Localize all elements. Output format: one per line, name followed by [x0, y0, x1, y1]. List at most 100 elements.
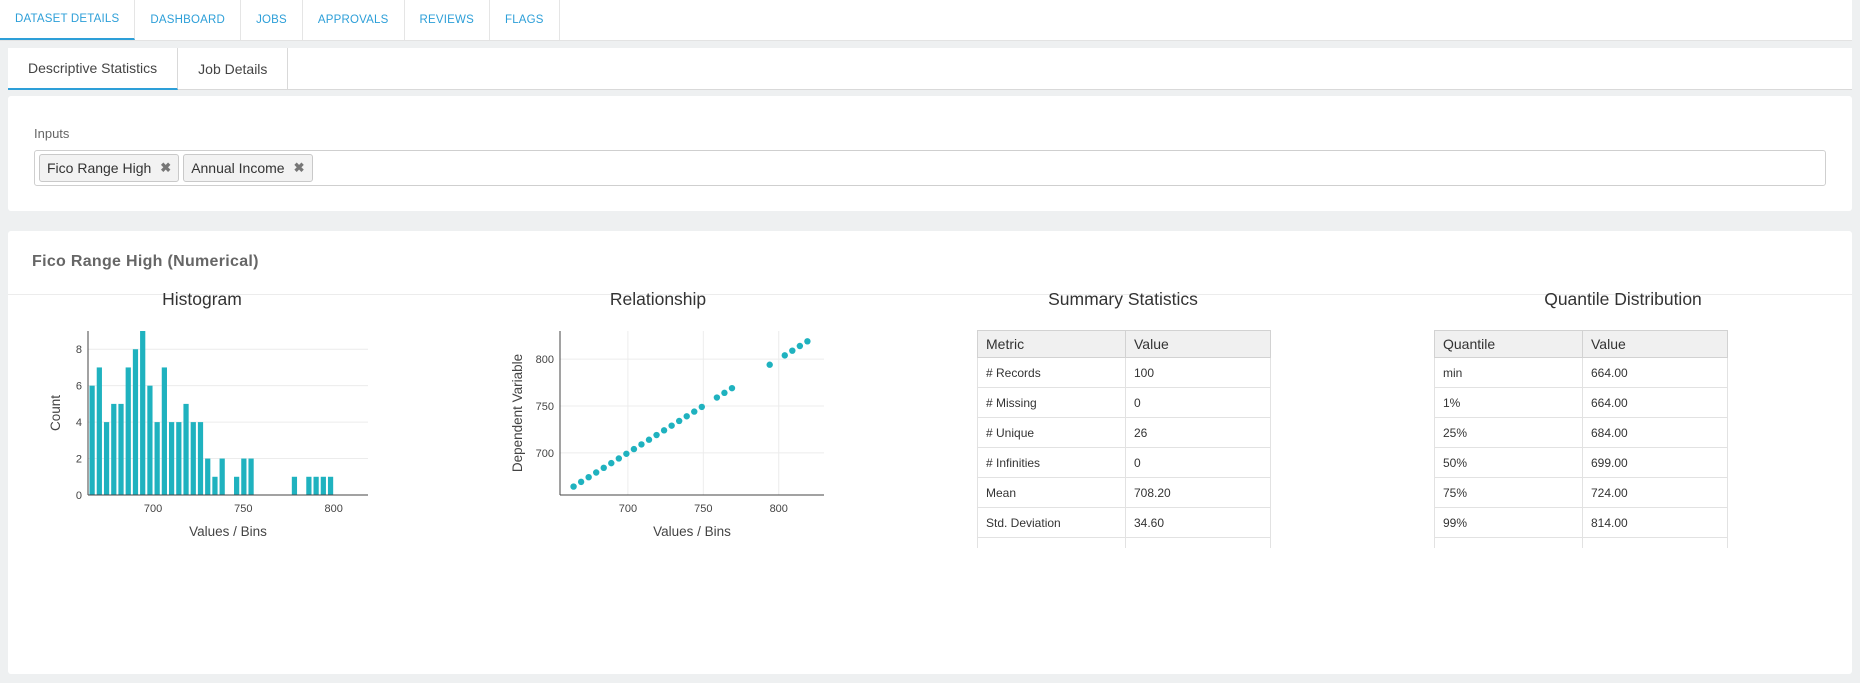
- inputs-label: Inputs: [34, 126, 70, 141]
- histogram-title: Histogram: [162, 289, 242, 309]
- metric-cell: # Records: [977, 357, 1126, 388]
- quantile-table-scroll[interactable]: Quantile Value min 664.00 1% 664.00 25% 684…: [1434, 330, 1728, 548]
- table-row: # Missing 0: [977, 387, 1271, 418]
- tab-flags[interactable]: FLAGS: [490, 0, 560, 40]
- metric-cell: # Unique: [977, 417, 1126, 448]
- remove-tag-icon[interactable]: ✖: [160, 160, 172, 175]
- histogram-chart: 0 2 4 6 8 700 750 800 Values / Bins Count: [48, 331, 368, 539]
- histogram-bar: [291, 476, 298, 495]
- scatter-point: [645, 436, 653, 443]
- histogram-bar: [132, 349, 139, 495]
- scatter-point: [781, 352, 788, 359]
- top-nav-tabs: DATASET DETAILS DASHBOARD JOBS APPROVALS…: [0, 0, 1852, 41]
- value-cell: 100: [1125, 357, 1271, 388]
- scatter-point: [691, 408, 698, 415]
- relationship-chart: 700 750 800 700 750 800 Values / Bins Dependent…: [510, 331, 824, 539]
- histogram-bar: [190, 422, 196, 495]
- scatter-point: [796, 342, 804, 350]
- histogram-bar: [89, 385, 95, 495]
- metric-cell: Std. Deviation: [977, 507, 1126, 538]
- histogram-bar: [306, 476, 312, 495]
- histogram-bar: [212, 476, 218, 495]
- histogram-bar: [241, 458, 247, 495]
- histogram-bar: [197, 422, 204, 495]
- column-header: Value: [1125, 330, 1271, 358]
- histogram-bar: [183, 403, 189, 495]
- value-cell: 724.00: [1582, 477, 1728, 508]
- value-cell: 0: [1125, 387, 1271, 418]
- scatter-point: [585, 473, 592, 481]
- scatter-point: [630, 445, 638, 453]
- inputs-multiselect[interactable]: Fico Range High ✖ Annual Income ✖: [34, 150, 1826, 186]
- table-row: min 664.00: [1434, 357, 1728, 388]
- tab-dataset-details[interactable]: DATASET DETAILS: [0, 0, 136, 40]
- scatter-point: [675, 417, 683, 425]
- column-header: Quantile: [1434, 330, 1583, 358]
- scatter-point: [660, 427, 668, 434]
- table-row: max819.00: [1434, 537, 1728, 548]
- value-cell: 0: [1125, 447, 1271, 478]
- value-cell: 814.00: [1582, 507, 1728, 538]
- value-cell: 819.00: [1582, 537, 1728, 548]
- quantile-cell: max: [1434, 537, 1583, 548]
- table-row: 99% 814.00: [1434, 507, 1728, 538]
- histogram-bar: [219, 458, 225, 495]
- summary-table: Metric Value # Records 100 # Missing 0 # U…: [977, 330, 1271, 548]
- metric-cell: # Infinities: [977, 447, 1126, 478]
- remove-tag-icon[interactable]: ✖: [293, 160, 305, 175]
- metric-cell: Mean: [977, 477, 1126, 508]
- x-tick-label: 700: [144, 503, 162, 515]
- x-axis-label: Values / Bins: [189, 524, 267, 539]
- scatter-point: [608, 459, 615, 467]
- tab-jobs[interactable]: JOBS: [241, 0, 303, 40]
- scatter-point: [728, 384, 736, 392]
- tab-dashboard[interactable]: DASHBOARD: [135, 0, 242, 40]
- quantile-cell: 99%: [1434, 507, 1583, 538]
- y-tick-label: 2: [76, 454, 82, 466]
- y-tick-label: 800: [536, 354, 554, 366]
- quantile-cell: 1%: [1434, 387, 1583, 418]
- x-tick-label: 700: [619, 503, 637, 515]
- scatter-point: [766, 361, 773, 368]
- tab-reviews[interactable]: REVIEWS: [405, 0, 490, 40]
- inputs-panel: Inputs Fico Range High ✖ Annual Income ✖: [8, 96, 1852, 211]
- relationship-title: Relationship: [609, 289, 707, 309]
- value-cell: 664.00: [1582, 357, 1728, 388]
- scatter-point: [638, 441, 645, 448]
- y-tick-label: 4: [76, 417, 82, 429]
- tab-approvals[interactable]: APPROVALS: [303, 0, 405, 40]
- scatter-point: [668, 422, 675, 429]
- summary-table-scroll[interactable]: Metric Value # Records 100 # Missing 0 # U…: [977, 330, 1271, 548]
- section-divider: [8, 294, 1852, 295]
- input-tag-label: Annual Income: [191, 160, 285, 176]
- tab-descriptive-statistics[interactable]: Descriptive Statistics: [8, 48, 179, 90]
- input-tag: Annual Income ✖: [183, 154, 313, 182]
- x-tick-label: 750: [694, 503, 712, 515]
- table-row: Std. Deviation 34.60: [977, 507, 1271, 538]
- scatter-point: [615, 455, 623, 462]
- sub-nav-tabs: Descriptive Statistics Job Details: [8, 48, 1852, 90]
- scatter-point: [623, 450, 630, 457]
- histogram-bar: [96, 367, 102, 495]
- histogram-bar: [118, 403, 124, 495]
- quantile-table: Quantile Value min 664.00 1% 664.00 25% 684…: [1434, 330, 1728, 548]
- y-tick-label: 6: [76, 381, 82, 393]
- table-row: 50% 699.00: [1434, 447, 1728, 478]
- scatter-point: [600, 464, 607, 472]
- table-row: # Unique 26: [977, 417, 1271, 448]
- scatter-point: [713, 394, 721, 401]
- histogram-bar: [161, 367, 167, 495]
- histogram-bar: [234, 476, 240, 495]
- section-title: Fico Range High (Numerical): [32, 253, 259, 270]
- tab-job-details[interactable]: Job Details: [178, 48, 289, 90]
- histogram-bar: [140, 331, 146, 495]
- input-tag-label: Fico Range High: [47, 160, 152, 176]
- column-header: Metric: [977, 330, 1126, 358]
- histogram-bar: [248, 458, 254, 495]
- scatter-point: [593, 469, 600, 476]
- table-row: # Records 100: [977, 357, 1271, 388]
- variable-statistics-panel: Fico Range High (Numerical) Histogram 0 2…: [8, 231, 1852, 674]
- histogram-bar: [154, 422, 160, 495]
- table-row: 1% 664.00: [1434, 387, 1728, 418]
- x-tick-label: 800: [324, 503, 342, 515]
